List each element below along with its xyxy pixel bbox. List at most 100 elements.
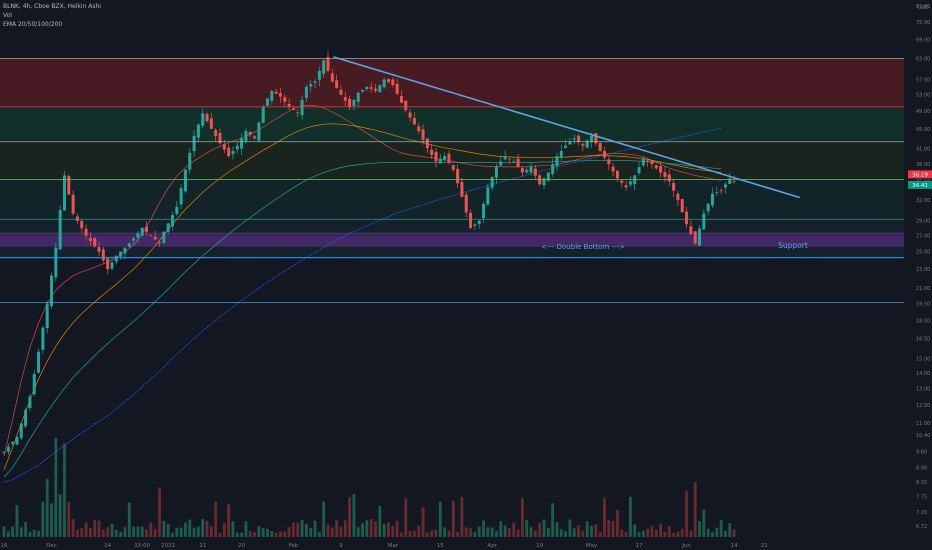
candle-body [646, 160, 650, 162]
price-tick-label: 25.00 [916, 250, 930, 256]
price-tick-label: 8.30 [916, 480, 927, 486]
candle-body [93, 238, 97, 247]
last-price-text: 36.19 [912, 172, 928, 178]
price-tick-label: 15.00 [916, 356, 930, 362]
candle-body [594, 133, 598, 144]
volume-bar [659, 523, 663, 537]
candle-body [183, 169, 187, 192]
trendline-group[interactable] [333, 56, 800, 199]
volume-bar [387, 522, 390, 537]
price-tick-label: 7.20 [916, 510, 927, 516]
candle-body [542, 178, 546, 186]
candle-body [529, 166, 533, 173]
volume-bar [317, 532, 321, 537]
time-tick-label: 16 [1, 543, 8, 549]
price-tick-label: 11.00 [916, 421, 930, 427]
candle-body [581, 143, 585, 146]
candle-body [348, 98, 352, 107]
candle-body [451, 165, 455, 170]
time-axis[interactable]: 16 Dec 14 15:00 2021 11 20 Feb 9 Mar 15 Apr 19 May 17 J… [0, 538, 932, 550]
volume-bar [391, 525, 395, 537]
candle-body [196, 124, 200, 138]
volume-bar [110, 523, 114, 537]
volume-bar [542, 519, 546, 537]
candle-body [447, 153, 451, 163]
volume-bar [413, 530, 416, 537]
candle-body [170, 215, 174, 227]
price-tick-label: 49.00 [916, 109, 930, 115]
candle-body [214, 129, 218, 137]
volume-bar [197, 526, 200, 537]
candle-body [343, 97, 347, 101]
candle-body [209, 118, 213, 129]
time-tick-label: 20 [238, 543, 245, 549]
candle-body [417, 126, 421, 132]
trendline[interactable] [333, 56, 800, 199]
volume-bar [443, 527, 447, 537]
volume-bar [512, 522, 516, 537]
price-axis[interactable]: 81.00 75.00 69.00 63.00 57.00 53.00 49.00 45.00… [906, 0, 932, 550]
volume-bar [313, 520, 317, 537]
candle-body [45, 303, 49, 329]
volume-bar [6, 531, 10, 537]
horizontal-levels[interactable] [0, 58, 904, 303]
volume-bar [149, 522, 153, 537]
candle-body [123, 247, 127, 254]
candle-body [464, 194, 468, 213]
candle-body [313, 81, 317, 83]
volume-bar [646, 528, 650, 537]
volume-bar [214, 501, 218, 537]
candle-body [41, 327, 45, 350]
volume-bar [158, 487, 161, 537]
volume-legend[interactable]: Vol [3, 12, 12, 19]
price-tick-label: 10.40 [916, 433, 930, 439]
volume-bar [365, 520, 369, 537]
volume-bar [222, 523, 226, 537]
price-tick-label: 53.00 [916, 93, 930, 99]
time-tick-label: Dec [46, 543, 57, 549]
volume-bar [19, 527, 23, 537]
volume-bar [469, 528, 472, 537]
candle-body [84, 228, 88, 236]
candle-body [192, 135, 196, 152]
price-tick-label: 21.00 [916, 286, 930, 292]
volume-bar [672, 532, 675, 537]
candle-body [490, 177, 494, 188]
price-tick-label: 9.60 [916, 450, 927, 456]
ema-legend[interactable]: EMA 20/50/100/200 [3, 21, 63, 28]
volume-bar [283, 531, 287, 537]
candle-body [75, 216, 79, 221]
volume-bar [175, 527, 179, 537]
candle-body [365, 86, 369, 90]
candle-body [283, 97, 287, 102]
volume-bar [577, 525, 580, 537]
price-tick-label: 14.00 [916, 371, 930, 377]
volume-bar [235, 532, 239, 537]
candle-body [291, 108, 295, 111]
candle-body [460, 181, 464, 197]
volume-bar [374, 521, 377, 537]
candle-body [127, 243, 131, 247]
volume-bar [171, 532, 174, 537]
volume-bar [274, 532, 278, 537]
last-price-tag[interactable] [908, 170, 932, 179]
volume-bar [63, 443, 66, 537]
volume-bar [32, 529, 36, 537]
candle-body [404, 100, 408, 111]
candle-body [227, 147, 231, 157]
candle-body [235, 145, 239, 150]
candle-body [456, 168, 460, 184]
volume-bar [45, 478, 49, 537]
last-price-tag[interactable] [908, 180, 932, 189]
volume-bar [732, 529, 736, 537]
price-zone [0, 106, 904, 142]
volume-bar [477, 526, 481, 537]
symbol-line[interactable]: BLNK, 4h, Cboe BZX, Heikin Ashi [3, 3, 101, 10]
volume-bar [382, 523, 386, 537]
price-tick-label: 81.00 [916, 4, 930, 10]
price-zone [0, 58, 904, 107]
price-zone [0, 179, 904, 220]
volume-bar [369, 519, 373, 537]
volume-bar [28, 531, 32, 537]
